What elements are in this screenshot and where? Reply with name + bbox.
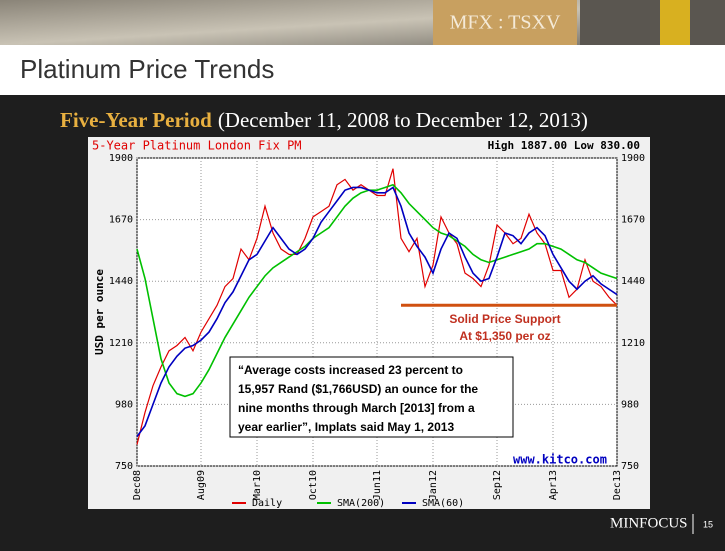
legend-label: SMA(60)	[422, 498, 464, 509]
x-tick-label: Jan12	[428, 470, 439, 500]
x-tick-label: Oct10	[308, 470, 319, 500]
subtitle-rest: (December 11, 2008 to December 12, 2013)	[218, 108, 588, 132]
quote-line: 15,957 Rand ($1,766USD) an ounce for the	[238, 382, 478, 396]
y-tick-label-right: 1210	[621, 338, 645, 349]
y-tick-label: 1670	[109, 215, 133, 226]
quote-line: “Average costs increased 23 percent to	[238, 363, 463, 377]
title-band	[0, 45, 725, 95]
quote-line: year earlier”, Implats said May 1, 2013	[238, 420, 454, 434]
y-tick-label: 750	[115, 461, 133, 472]
x-tick-label: Aug09	[196, 470, 207, 500]
page-number: 15	[703, 519, 713, 529]
banner-photo	[580, 0, 725, 45]
footer-brand: MINFOCUS	[610, 515, 688, 531]
subtitle-lead: Five-Year Period	[60, 108, 212, 132]
quote-box	[229, 356, 514, 438]
x-tick-label: Dec08	[132, 470, 143, 500]
x-tick-label: Dec13	[612, 470, 623, 500]
legend-label: SMA(200)	[337, 498, 385, 509]
source: www.kitco.com	[513, 453, 607, 467]
y-tick-label: 1210	[109, 338, 133, 349]
x-tick-label: Apr13	[548, 470, 559, 500]
y-tick-label-right: 1670	[621, 215, 645, 226]
quote-line: nine months through March [2013] from a	[238, 401, 475, 415]
legend-label: Daily	[252, 498, 282, 509]
y-tick-label-right: 1900	[621, 153, 645, 164]
ticker-box	[433, 0, 577, 45]
series-line	[136, 183, 618, 398]
y-tick-label: 1440	[109, 276, 133, 287]
ticker: MFX : TSXV	[450, 12, 561, 34]
plot: 750 750 980 980 1210 1210 1440 1440 1670 1670 1900…	[109, 153, 645, 509]
y-tick-label-right: 750	[621, 461, 639, 472]
support-label: At $1,350 per oz	[459, 329, 550, 343]
y-tick-label: 1900	[109, 153, 133, 164]
y-axis-label: USD per ounce	[93, 269, 106, 355]
y-tick-label-right: 1440	[621, 276, 645, 287]
y-tick-label-right: 980	[621, 399, 639, 410]
slide-title: Platinum Price Trends	[20, 54, 274, 84]
series-line	[136, 168, 618, 445]
x-tick-label: Jun11	[372, 470, 383, 500]
chart-title: 5-Year Platinum London Fix PM	[92, 139, 302, 153]
x-tick-label: Sep12	[492, 470, 503, 500]
subtitle: Five-Year Period (December 11, 2008 to De…	[60, 108, 588, 132]
x-tick-label: Mar10	[252, 470, 263, 500]
y-tick-label: 980	[115, 399, 133, 410]
banner-accent	[660, 0, 690, 45]
high-low: High 1887.00 Low 830.00	[488, 139, 640, 152]
series-line	[136, 186, 618, 438]
support-label: Solid Price Support	[449, 312, 560, 326]
